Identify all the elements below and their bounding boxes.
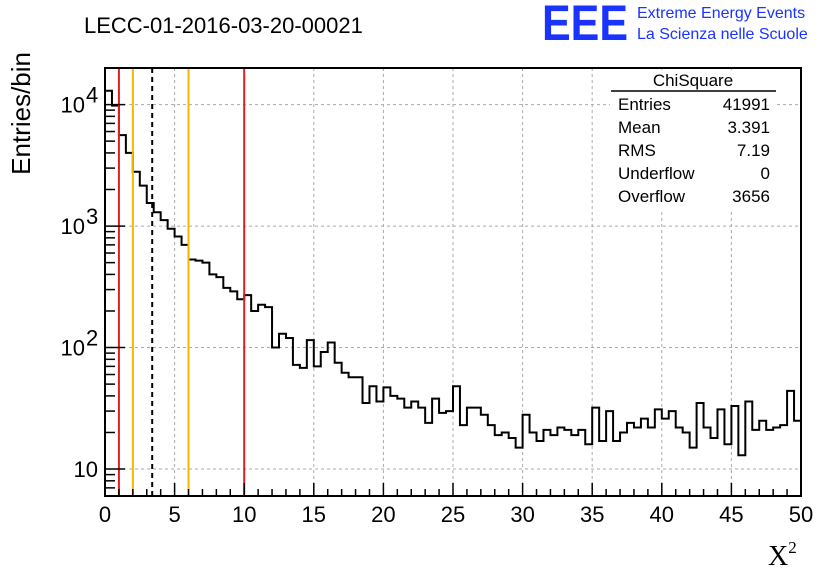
y-tick-label: 10 [61, 336, 85, 361]
stat-label: Overflow [618, 187, 686, 206]
stat-value: 7.19 [737, 141, 770, 160]
x-tick-label: 0 [99, 502, 111, 527]
x-axis-label-exponent: 2 [788, 538, 797, 557]
reference-lines [117, 68, 246, 496]
logo-line-2: La Scienza nelle Scuole [637, 26, 808, 43]
x-axis-label-main: X [768, 541, 788, 572]
histogram [105, 89, 801, 457]
stats-rows: Entries 41991 Mean 3.391 RMS 7.19 Underflow 0 Ov… [618, 95, 770, 206]
x-tick-label: 45 [719, 502, 743, 527]
stat-label: RMS [618, 141, 656, 160]
x-tick-label: 10 [232, 502, 256, 527]
x-tick-label: 15 [302, 502, 326, 527]
x-tick-label: 35 [580, 502, 604, 527]
stat-value: 3656 [732, 187, 770, 206]
stats-box: ChiSquare Entries 41991 Mean 3.391 RMS 7.19 Un… [610, 70, 777, 210]
svg-text:X2: X2 [768, 538, 797, 572]
stat-label: Underflow [618, 164, 695, 183]
stats-box-background [610, 70, 777, 210]
x-tick-label: 30 [510, 502, 534, 527]
x-tick-label: 25 [441, 502, 465, 527]
chart-title: LECC-01-2016-03-20-00021 [84, 13, 363, 38]
stat-label: Entries [618, 95, 671, 114]
x-tick-label: 5 [168, 502, 180, 527]
histogram-outline [105, 89, 801, 457]
y-tick-label: 10 [74, 457, 98, 482]
stat-value: 3.391 [727, 118, 770, 137]
y-tick-exponent: 2 [86, 326, 98, 351]
x-axis-label: X2 [768, 538, 797, 572]
eee-logo: EEE Extreme Energy Events La Scienza nel… [542, 0, 808, 51]
y-tick-label: 10 [61, 214, 85, 239]
x-tick-label: 20 [371, 502, 395, 527]
y-tick-label: 10 [61, 93, 85, 118]
x-axis: 0 5 10 15 20 25 30 35 40 45 50 [99, 483, 813, 527]
stat-value: 0 [761, 164, 770, 183]
x-tick-label: 50 [789, 502, 813, 527]
x-tick-label: 40 [650, 502, 674, 527]
stat-label: Mean [618, 118, 661, 137]
y-axis-label: Entries/bin [6, 52, 36, 175]
logo-letters: EEE [542, 0, 628, 51]
stat-value: 41991 [723, 95, 770, 114]
stats-box-header: ChiSquare [653, 71, 733, 90]
y-tick-exponent: 3 [86, 204, 98, 229]
y-tick-exponent: 4 [86, 83, 98, 108]
logo-line-1: Extreme Energy Events [637, 5, 805, 22]
